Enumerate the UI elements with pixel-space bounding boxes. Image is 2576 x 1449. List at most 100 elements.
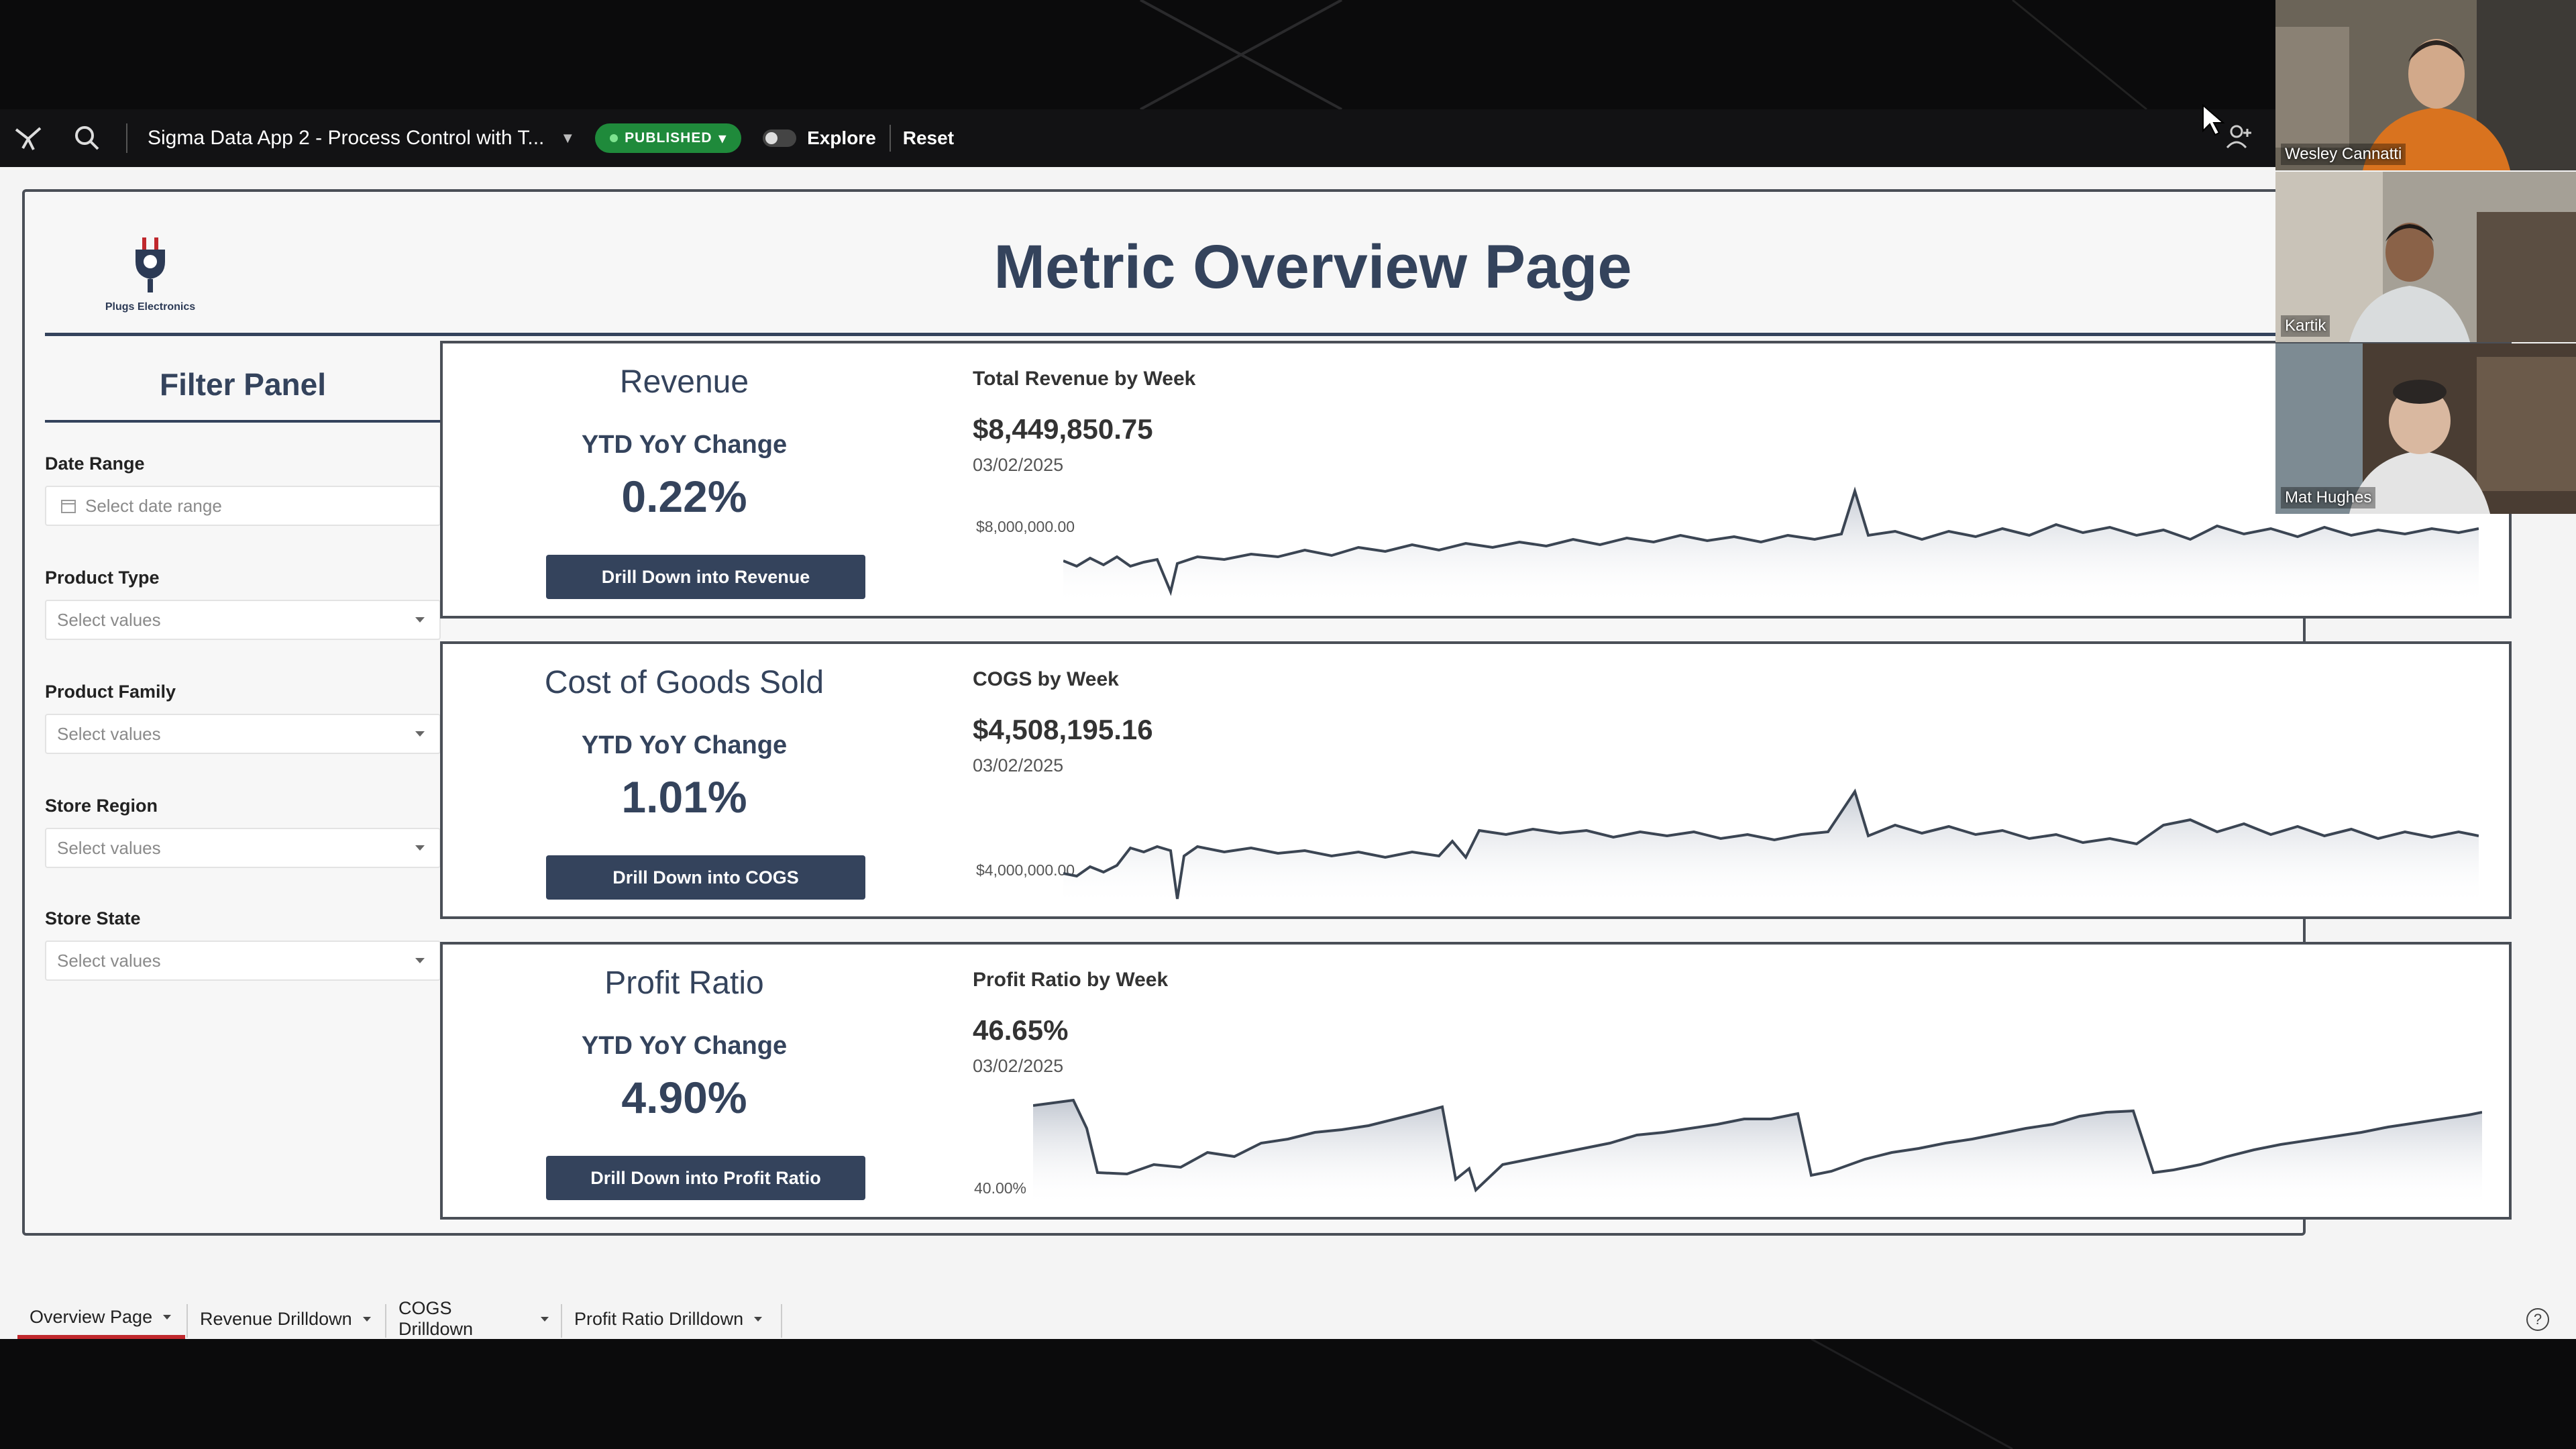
- reset-button[interactable]: Reset: [902, 127, 955, 148]
- metric-name: Profit Ratio: [604, 965, 764, 1001]
- workbook-title[interactable]: Sigma Data App 2 - Process Control with …: [148, 127, 545, 149]
- store-state-label: Store State: [45, 908, 141, 928]
- participant-video-tile[interactable]: Mat Hughes: [2275, 343, 2576, 514]
- tab-divider: [561, 1304, 562, 1338]
- participant-video-tile[interactable]: Kartik: [2275, 172, 2576, 342]
- ytd-value: 1.01%: [621, 772, 747, 822]
- date-range-label: Date Range: [45, 453, 145, 474]
- app-header: Sigma Data App 2 - Process Control with …: [0, 109, 2281, 167]
- search-icon[interactable]: [72, 123, 102, 153]
- product-family-select[interactable]: Select values: [45, 714, 441, 754]
- revenue-sparkline-chart[interactable]: [1063, 478, 2479, 605]
- cogs-sparkline-chart[interactable]: [1063, 778, 2479, 906]
- divider: [126, 123, 127, 153]
- chart-title: Total Revenue by Week: [973, 368, 1196, 390]
- title-dropdown-chevron-icon[interactable]: ▼: [560, 129, 576, 146]
- revenue-sparkline-line: [1063, 486, 2479, 596]
- add-user-icon[interactable]: [2224, 122, 2254, 152]
- participant-name: Mat Hughes: [2281, 487, 2376, 508]
- chart-latest-value: $4,508,195.16: [973, 714, 1153, 745]
- participant-name: Kartik: [2281, 315, 2330, 337]
- status-dot-icon: [610, 134, 619, 142]
- product-family-placeholder: Select values: [57, 723, 161, 744]
- divider: [889, 125, 891, 152]
- drill-down-cogs-button[interactable]: Drill Down into COGS: [546, 855, 865, 900]
- mouse-cursor-icon: [2202, 104, 2225, 136]
- store-state-placeholder: Select values: [57, 950, 161, 971]
- chart-latest-value: 46.65%: [973, 1014, 1069, 1046]
- published-label: PUBLISHED: [625, 130, 712, 146]
- tab-overview-page[interactable]: Overview Page: [17, 1299, 185, 1339]
- chevron-down-icon: [415, 845, 425, 851]
- tab-profit-ratio-drilldown[interactable]: Profit Ratio Drilldown: [562, 1299, 781, 1339]
- drill-down-revenue-button[interactable]: Drill Down into Revenue: [546, 555, 865, 599]
- ytd-label: YTD YoY Change: [581, 731, 788, 759]
- cogs-sparkline-line: [1063, 788, 2479, 900]
- chart-latest-date: 03/02/2025: [973, 755, 1064, 775]
- chart-latest-value: $8,449,850.75: [973, 413, 1153, 445]
- profit-ratio-sparkline-area: [1033, 1100, 2482, 1206]
- drill-down-profit-ratio-button[interactable]: Drill Down into Profit Ratio: [546, 1156, 865, 1200]
- chart-latest-date: 03/02/2025: [973, 455, 1064, 475]
- chevron-down-icon: [541, 1316, 549, 1322]
- filter-panel-divider: [45, 420, 441, 423]
- cogs-card: Cost of Goods Sold YTD YoY Change 1.01% …: [440, 641, 2512, 919]
- store-region-placeholder: Select values: [57, 837, 161, 858]
- cogs-sparkline-area: [1063, 792, 2479, 906]
- brand-name: Plugs Electronics: [105, 301, 196, 313]
- chevron-down-icon: [362, 1316, 371, 1322]
- page-tabs: Overview Page Revenue Drilldown COGS Dri…: [0, 1298, 2576, 1339]
- tab-label: COGS Drilldown: [398, 1298, 474, 1339]
- y-axis-label: $8,000,000.00: [976, 518, 1075, 535]
- store-state-select[interactable]: Select values: [45, 941, 441, 981]
- tab-divider: [186, 1304, 188, 1338]
- date-range-input[interactable]: Select date range: [45, 486, 441, 526]
- product-type-select[interactable]: Select values: [45, 600, 441, 640]
- revenue-sparkline-area: [1063, 491, 2479, 605]
- help-icon[interactable]: ?: [2526, 1308, 2549, 1331]
- product-type-label: Product Type: [45, 568, 160, 588]
- ytd-value: 0.22%: [621, 472, 747, 521]
- chevron-down-icon: [415, 731, 425, 737]
- profit-ratio-card: Profit Ratio YTD YoY Change 4.90% Drill …: [440, 942, 2512, 1220]
- profit-ratio-sparkline-line: [1033, 1098, 2482, 1193]
- metric-name: Revenue: [619, 364, 749, 400]
- explore-toggle[interactable]: [763, 129, 797, 147]
- product-family-label: Product Family: [45, 682, 176, 702]
- title-divider: [45, 333, 2286, 336]
- chevron-down-icon: [415, 617, 425, 623]
- participant-name: Wesley Cannatti: [2281, 144, 2406, 165]
- calendar-icon: [61, 500, 76, 513]
- tab-label: Profit Ratio Drilldown: [574, 1308, 744, 1329]
- participant-video-feed: [2275, 172, 2576, 342]
- chart-title: COGS by Week: [973, 668, 1119, 690]
- date-range-placeholder: Select date range: [85, 495, 222, 516]
- chart-latest-date: 03/02/2025: [973, 1056, 1064, 1076]
- tab-label: Overview Page: [30, 1306, 153, 1327]
- metric-name: Cost of Goods Sold: [544, 665, 824, 700]
- store-region-label: Store Region: [45, 796, 158, 816]
- tab-cogs-drilldown[interactable]: COGS Drilldown: [386, 1298, 561, 1339]
- tab-label: Revenue Drilldown: [200, 1308, 352, 1329]
- profit-ratio-sparkline-chart[interactable]: [1033, 1079, 2482, 1206]
- store-region-select[interactable]: Select values: [45, 828, 441, 868]
- participant-video-feed: [2275, 0, 2576, 170]
- chart-title: Profit Ratio by Week: [973, 969, 1169, 991]
- filter-panel-title: Filter Panel: [160, 367, 326, 402]
- participant-video-tile[interactable]: Wesley Cannatti: [2275, 0, 2576, 170]
- tab-divider: [781, 1304, 782, 1338]
- published-badge[interactable]: PUBLISHED ▾: [595, 123, 742, 153]
- explore-label[interactable]: Explore: [807, 127, 876, 148]
- chevron-down-icon: [163, 1314, 172, 1320]
- tab-revenue-drilldown[interactable]: Revenue Drilldown: [188, 1299, 385, 1339]
- sigma-logo-icon[interactable]: [13, 123, 44, 154]
- ytd-label: YTD YoY Change: [581, 1032, 788, 1060]
- tab-divider: [385, 1304, 386, 1338]
- chevron-down-icon: ▾: [718, 130, 727, 146]
- page-title: Metric Overview Page: [994, 233, 1632, 301]
- y-axis-label: 40.00%: [974, 1179, 1027, 1197]
- revenue-card: Revenue YTD YoY Change 0.22% Drill Down …: [440, 341, 2512, 619]
- plug-logo-icon: [136, 237, 165, 292]
- dashboard-canvas: Plugs Electronics Metric Overview Page F…: [0, 167, 2576, 1338]
